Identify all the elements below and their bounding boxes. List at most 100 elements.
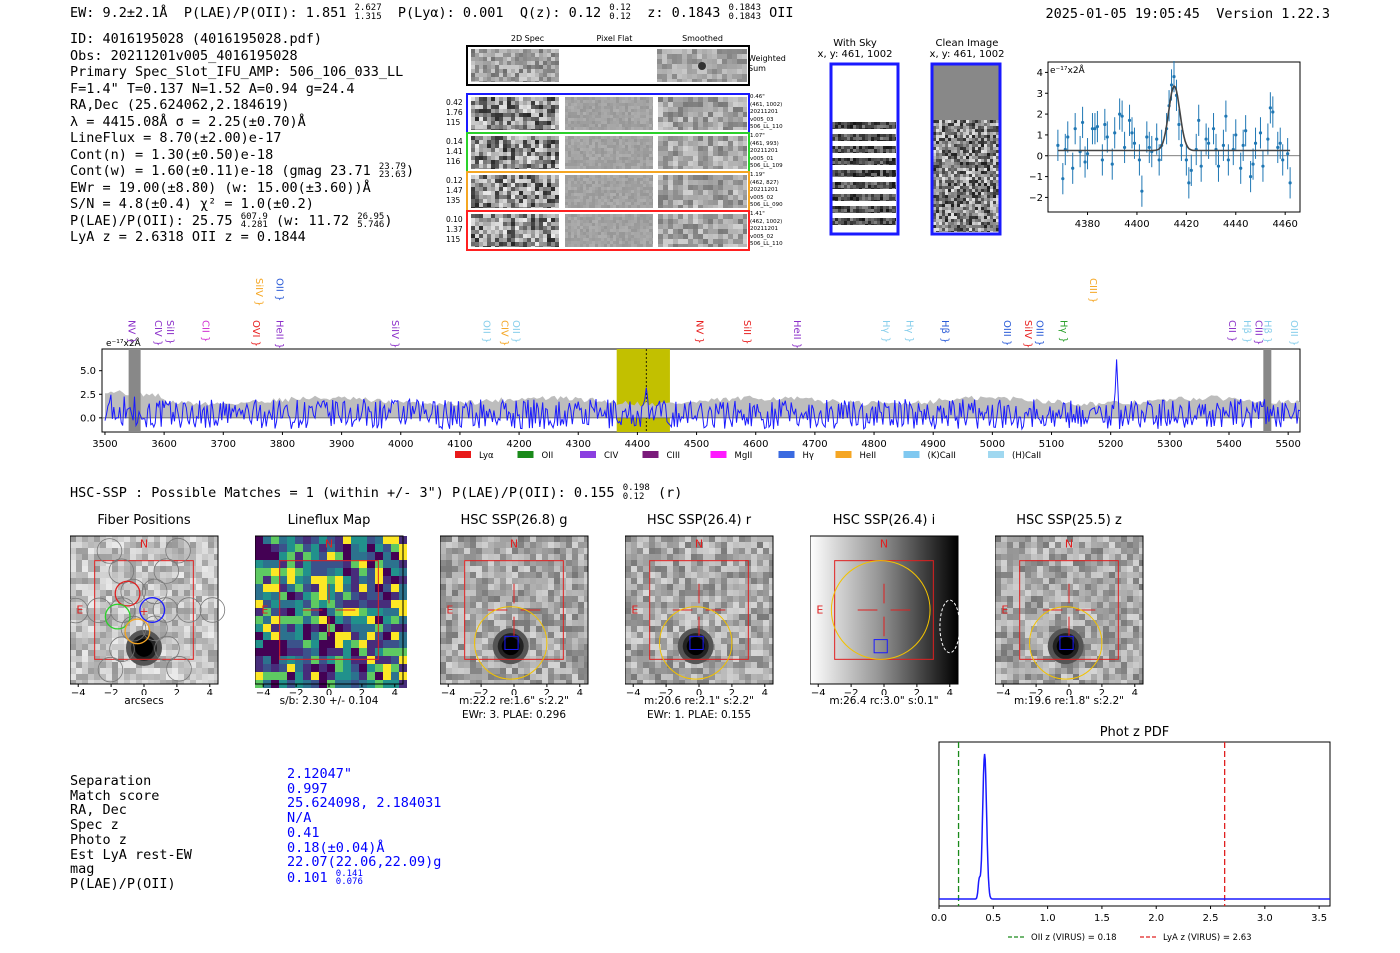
cutout-flat-pixel [646,238,649,241]
cutout-flat-pixel [646,220,649,223]
sky-pixel [154,566,160,572]
cutout-flat-pixel [568,235,571,238]
clean-noise-pixel [954,186,957,189]
with-sky-stripe-pixel [871,188,874,189]
clean-noise-pixel [960,153,963,156]
header-q: Q(z): 0.12 [519,5,602,21]
clean-noise-pixel [978,192,981,195]
cutout-2d-pixel [471,105,475,109]
clean-noise-pixel [978,138,981,141]
cutout-flat-pixel [583,229,586,232]
clean-noise-pixel [936,189,939,192]
cutout-flat-pixel [652,136,653,139]
cutout-flat-pixel [646,157,649,160]
sky-pixel [136,584,142,590]
cutout-flat-pixel [586,193,589,196]
cutout-smooth-pixel [668,166,673,169]
cutout-flat-pixel [610,127,613,130]
cutout-smooth-pixel [683,107,688,112]
clean-noise-pixel [984,183,987,186]
cutout-smooth-pixel [663,234,668,239]
cutout-flat-pixel [631,232,634,235]
clean-noise-pixel [984,225,987,228]
with-sky-stripe-pixel [832,176,835,177]
cutout-2d-pixel [527,136,531,140]
weighted-smooth-pixel [667,54,672,59]
zoom-data-point [1216,164,1221,168]
cutout-smooth-pixel [708,244,713,247]
weighted-smooth-pixel [722,64,727,69]
cutout-flat-pixel [631,229,634,232]
sky-pixel [82,554,88,560]
with-sky-stripe-pixel [883,128,886,129]
cutout-flat-pixel [619,136,622,139]
spectrum-line-label: SiIV } [1022,320,1033,348]
cutout-2d-pixel [491,226,495,230]
cutout-flat-pixel [580,145,583,148]
with-sky-stripe-pixel [880,158,883,161]
with-sky-stripe-pixel [895,221,896,224]
cutout-flat-pixel [643,214,646,217]
clean-noise-pixel [987,180,990,183]
cutout-flat-pixel [646,199,649,202]
cutout-2d-pixel [547,129,551,130]
cutout-flat-pixel [637,214,640,217]
spectrum-line-label: HeII } [791,320,802,349]
cutout-flat-pixel [574,100,577,103]
cutout-flat-pixel [595,196,598,199]
cutout-flat-pixel [598,124,601,127]
spectrum-ytick-label: 0.0 [80,413,96,424]
clean-noise-pixel [945,183,948,186]
cutout-2d-pixel [495,160,499,164]
cutout-smooth-pixel [693,97,698,102]
cutout-2d-pixel [495,191,499,195]
cutout-smooth-pixel [683,97,688,102]
cutout-flat-pixel [577,148,580,151]
cutout-2d-pixel [531,129,535,130]
clean-noise-pixel [945,138,948,141]
cutout-flat-pixel [625,226,628,229]
cutout-flat-pixel [565,166,568,169]
clean-noise-pixel [948,216,951,219]
with-sky-stripe-pixel [832,170,835,173]
cutout-smooth-pixel [733,102,738,107]
cutout-smooth-pixel [658,161,663,166]
cutout-smooth-pixel [663,175,668,180]
cutout-smooth-pixel [728,200,733,205]
cutout-smooth-pixel [708,229,713,234]
cutout-flat-pixel [601,196,604,199]
weighted-2d-pixel [555,53,559,57]
cutout-flat-pixel [565,199,568,202]
sky-pixel [202,536,208,542]
cutout-smooth-pixel [708,185,713,190]
weighted-smooth-pixel [707,54,712,59]
with-sky-stripe-pixel [853,125,856,128]
clean-noise-pixel [942,126,945,129]
cutout-2d-pixel [535,156,539,160]
with-sky-stripe-pixel [847,152,850,153]
sky-pixel [154,572,160,578]
cutout-flat-pixel [628,190,631,193]
cutout-flat-pixel [646,115,649,118]
zoom-data-point [1278,141,1282,145]
cutout-flat-pixel [637,103,640,106]
clean-noise-pixel [954,120,957,123]
cutout-2d-pixel [503,140,507,144]
cutout-smooth-pixel [663,224,668,229]
with-sky-stripe-pixel [874,185,877,188]
cutout-flat-pixel [637,166,640,169]
sky-pixel [148,566,154,572]
cutout-2d-pixel [483,101,487,105]
clean-noise-pixel [990,177,993,180]
cutout-smooth-pixel [743,122,747,127]
weighted-2d-pixel [535,61,539,65]
cutout-flat-pixel [646,181,649,184]
cutout-2d-pixel [503,160,507,164]
clean-noise-pixel [996,141,999,144]
clean-noise-pixel [945,228,948,231]
cutout-smooth-pixel [673,205,678,208]
weighted-2d-pixel [515,53,519,57]
cutout-2d-pixel [479,242,483,246]
cutout-flat-pixel [583,238,586,241]
weighted-2d-pixel [519,73,523,77]
